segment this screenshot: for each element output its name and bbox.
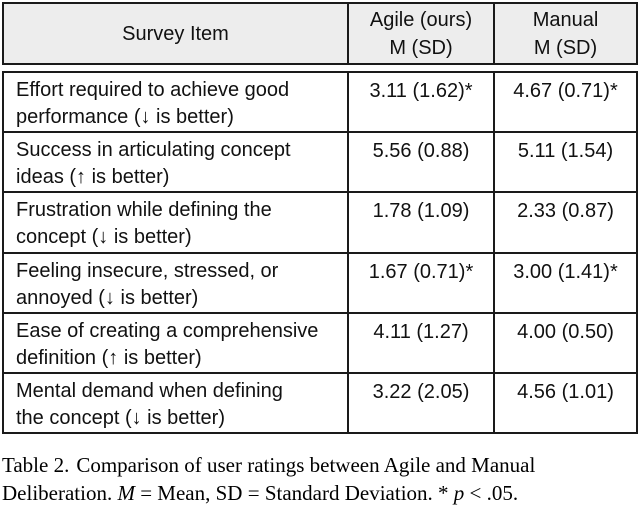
caption-text: < .05. xyxy=(469,481,519,505)
agile-value-cell: 1.67 (0.71)* xyxy=(349,253,495,312)
table-body: Effort required to achieve good performa… xyxy=(2,71,638,434)
table-row: Ease of creating a comprehensive definit… xyxy=(4,313,636,374)
header-agile: Agile (ours) M (SD) xyxy=(349,4,495,63)
caption-p-symbol: p xyxy=(453,481,465,505)
caption-text: = Mean, SD = Standard Deviation. * xyxy=(140,481,449,505)
survey-item-cell: Frustration while defining the concept (… xyxy=(4,193,349,252)
table-row: Mental demand when defining the concept … xyxy=(4,373,636,433)
table-row: Success in articulating concept ideas (↑… xyxy=(4,133,636,194)
table-row: Effort required to achieve good performa… xyxy=(4,73,636,134)
manual-value-cell: 4.00 (0.50) xyxy=(517,320,614,343)
survey-item-cell: Mental demand when defining the concept … xyxy=(4,373,349,433)
header-survey-item: Survey Item xyxy=(4,4,349,63)
manual-value-cell: 2.33 (0.87) xyxy=(517,200,614,223)
table-row: Feeling insecure, stressed, or annoyed (… xyxy=(4,253,636,314)
caption-text: Comparison of user ratings between Agile… xyxy=(76,453,536,477)
header-manual: Manual M (SD) xyxy=(532,8,599,59)
caption-table-number: Table 2. xyxy=(2,453,70,477)
survey-item-cell: Success in articulating concept ideas (↑… xyxy=(4,133,349,192)
caption-line-2: Deliberation. M = Mean, SD = Standard De… xyxy=(2,479,638,507)
agile-value-cell: 3.11 (1.62)* xyxy=(349,73,495,132)
manual-value-cell: 3.00 (1.41)* xyxy=(513,260,618,283)
agile-value-cell: 1.78 (1.09) xyxy=(349,193,495,252)
manual-value-cell: 5.11 (1.54) xyxy=(517,140,614,163)
agile-value-cell: 5.56 (0.88) xyxy=(349,133,495,192)
survey-item-cell: Ease of creating a comprehensive definit… xyxy=(4,313,349,372)
manual-value-cell: 4.56 (1.01) xyxy=(517,380,614,403)
caption-text: Deliberation. xyxy=(2,481,113,505)
survey-item-cell: Feeling insecure, stressed, or annoyed (… xyxy=(4,253,349,312)
agile-value-cell: 3.22 (2.05) xyxy=(349,373,495,433)
table-caption: Table 2. Comparison of user ratings betwe… xyxy=(2,451,638,507)
agile-value-cell: 4.11 (1.27) xyxy=(349,313,495,372)
survey-item-cell: Effort required to achieve good performa… xyxy=(4,73,349,132)
caption-mean-symbol: M xyxy=(117,481,135,505)
manual-value-cell: 4.67 (0.71)* xyxy=(513,80,618,102)
table-header-row: Survey Item Agile (ours) M (SD) Manual M… xyxy=(2,2,638,65)
table-row: Frustration while defining the concept (… xyxy=(4,193,636,254)
caption-line-1: Table 2. Comparison of user ratings betwe… xyxy=(2,451,638,479)
